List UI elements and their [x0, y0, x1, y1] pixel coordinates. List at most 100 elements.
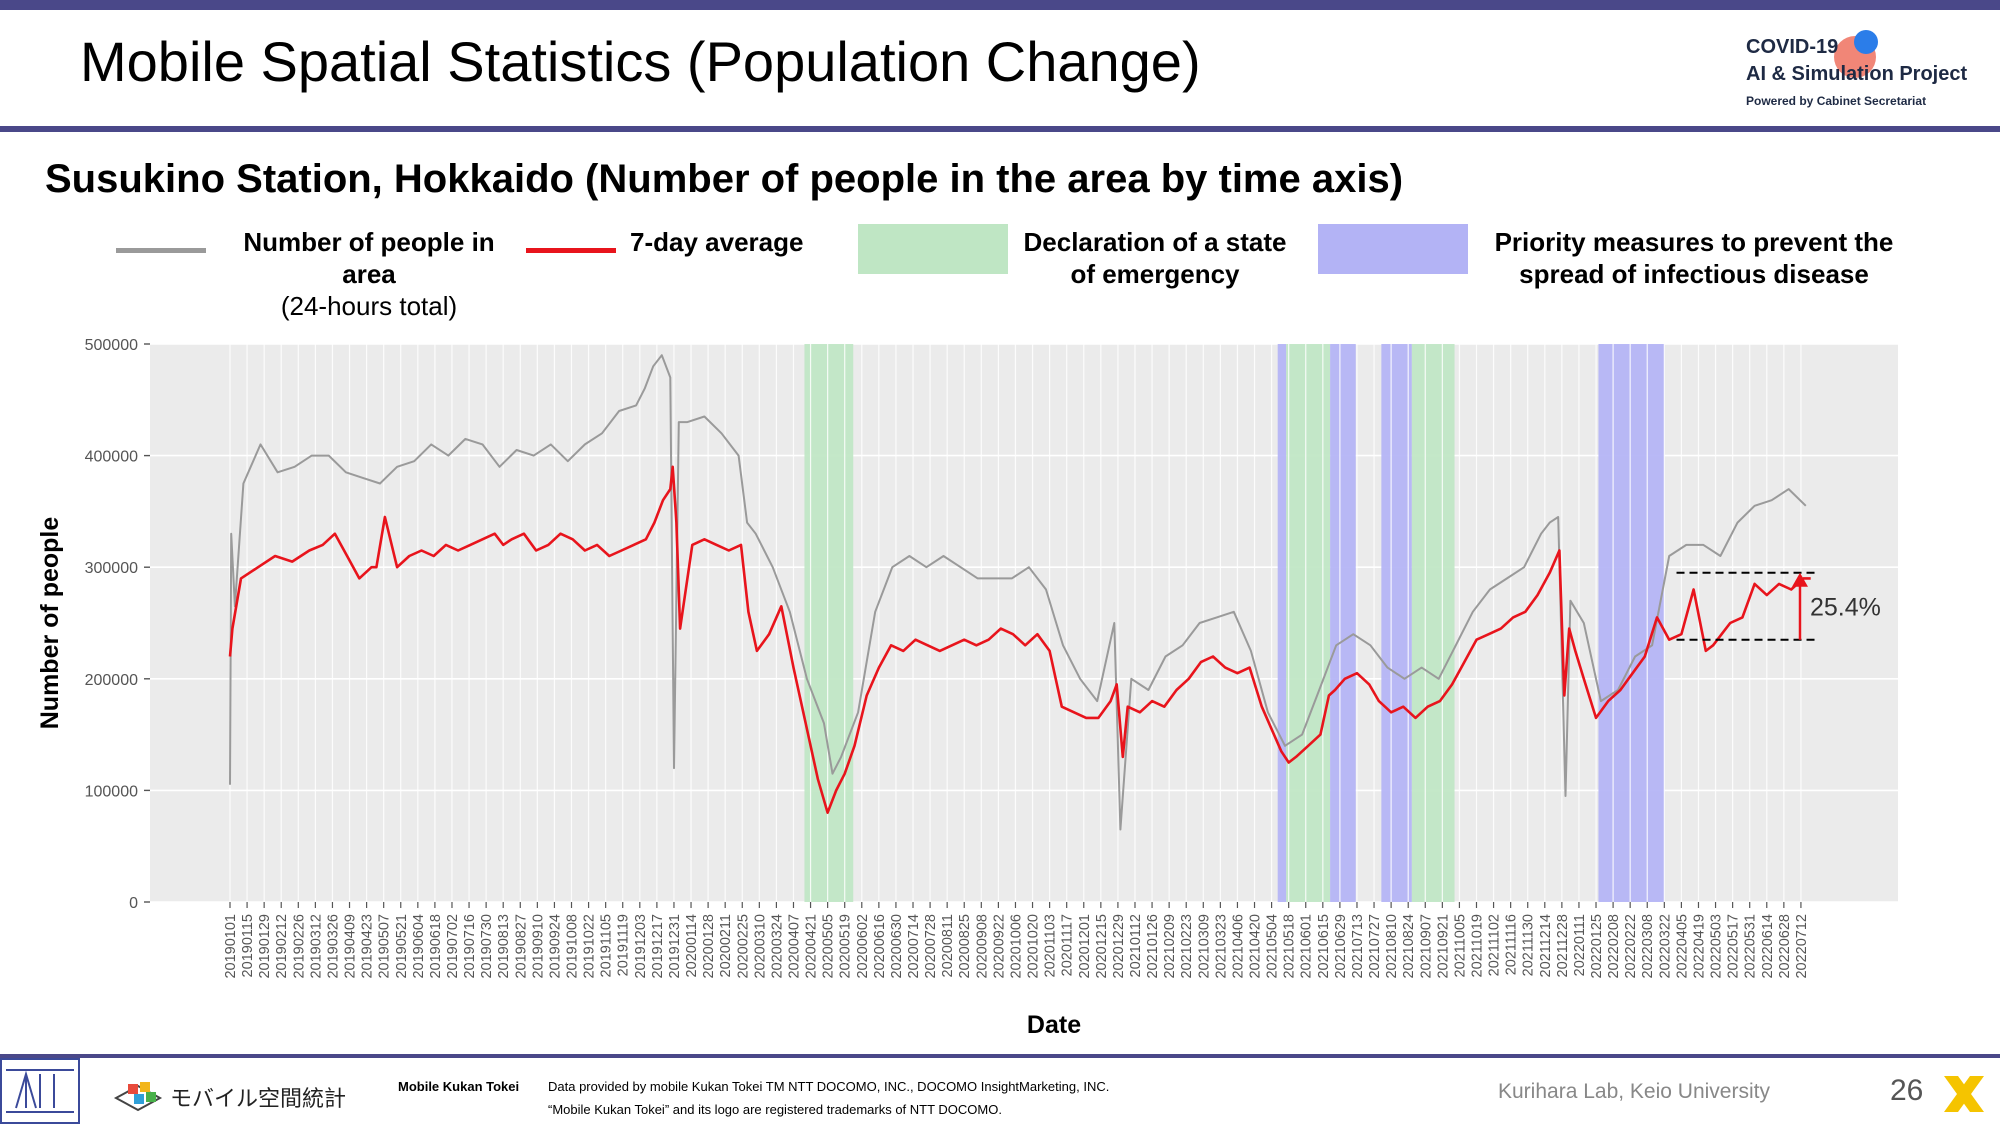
- x-tick-label: 20200908: [974, 914, 990, 979]
- x-tick-label: 20191217: [650, 914, 666, 979]
- x-tick-label: 20191203: [633, 914, 649, 979]
- x-mark-icon: [1944, 1076, 1984, 1112]
- x-tick-label: 20201215: [1094, 914, 1110, 979]
- mkt-logo-icon: モバイル空間統計: [113, 1082, 346, 1112]
- y-tick-label: 400000: [85, 449, 138, 466]
- x-tick-label: 20190312: [308, 914, 324, 979]
- y-tick-label: 500000: [85, 337, 138, 354]
- x-tick-label: 20200714: [906, 914, 922, 979]
- x-axis-label: Date: [1027, 1011, 1081, 1039]
- x-tick-label: 20200421: [804, 914, 820, 979]
- x-tick-label: 20210601: [1299, 914, 1315, 979]
- logo-blue-dot: [1854, 30, 1878, 54]
- x-tick-label: 20200811: [940, 914, 956, 977]
- x-tick-label: 20211228: [1555, 914, 1571, 977]
- annotation-arrow-head: [1792, 572, 1808, 587]
- x-tick-label: 20211005: [1452, 914, 1468, 977]
- x-tick-label: 20201103: [1043, 914, 1059, 977]
- x-tick-label: 20190813: [496, 914, 512, 979]
- x-tick-label: 20191008: [565, 914, 581, 979]
- y-tick-label: 0: [129, 895, 138, 912]
- logo-line-1: COVID-19: [1746, 36, 1839, 58]
- x-tick-label: 20201006: [1008, 914, 1024, 979]
- footer-credit-line-1: Data provided by mobile Kukan Tokei TM N…: [548, 1079, 1110, 1094]
- legend-priority-label: Priority measures to prevent the spread …: [1474, 226, 1914, 290]
- x-tick-label: 20200922: [991, 914, 1007, 979]
- x-tick-label: 20220628: [1777, 914, 1793, 979]
- x-tick-label: 20191119: [616, 914, 632, 976]
- lab-logo-icon: [6, 1069, 74, 1113]
- x-tick-label: 20200225: [735, 914, 751, 979]
- legend-emergency-label: Declaration of a state of emergency: [1010, 226, 1300, 290]
- y-tick-label: 300000: [85, 560, 138, 577]
- x-tick-label: 20201229: [1111, 914, 1127, 979]
- priority-period-band: [1277, 344, 1287, 902]
- x-tick-label: 20220531: [1743, 914, 1759, 979]
- x-tick-label: 20220208: [1606, 914, 1622, 979]
- x-tick-label: 20190716: [462, 914, 478, 979]
- x-tick-label: 20210309: [1196, 914, 1212, 979]
- x-tick-label: 20220111: [1572, 914, 1588, 976]
- x-tick-label: 20200114: [684, 914, 700, 977]
- x-tick-label: 20190129: [257, 914, 273, 979]
- x-tick-label: 20200211: [718, 914, 734, 977]
- x-tick-label: 20210209: [1162, 914, 1178, 979]
- lab-name: Kurihara Lab, Keio University: [1498, 1080, 1770, 1103]
- x-tick-label: 20200407: [786, 914, 802, 979]
- x-tick-label: 20200728: [923, 914, 939, 979]
- x-tick-label: 20210323: [1213, 914, 1229, 979]
- raw-population-line: [229, 354, 1807, 831]
- x-tick-label: 20210727: [1367, 914, 1383, 979]
- x-tick-label: 20211019: [1469, 914, 1485, 977]
- x-tick-label: 20190604: [411, 914, 427, 979]
- x-tick-label: 20210504: [1265, 914, 1281, 979]
- x-tick-label: 20210223: [1179, 914, 1195, 979]
- x-tick-label: 20190521: [394, 914, 410, 979]
- x-tick-label: 20190423: [360, 914, 376, 979]
- x-tick-label: 20190827: [513, 914, 529, 979]
- x-tick-label: 20210406: [1230, 914, 1246, 979]
- x-tick-label: 20200825: [957, 914, 973, 979]
- x-tick-label: 20190326: [325, 914, 341, 979]
- legend-emergency-line1: Declaration of a state: [1023, 227, 1287, 257]
- emergency-period-band: [1286, 344, 1331, 902]
- x-tick-label: 20190101: [223, 914, 239, 979]
- x-tick-label: 20190115: [240, 914, 256, 977]
- x-tick-label: 20200630: [889, 914, 905, 979]
- x-tick-label: 20210629: [1333, 914, 1349, 979]
- title-divider: [0, 126, 2000, 132]
- x-tick-label: 20190730: [479, 914, 495, 979]
- x-tick-label: 20220712: [1794, 914, 1810, 979]
- legend-raw-label: Number of people in area (24-hours total…: [214, 226, 524, 322]
- x-tick-label: 20200128: [701, 914, 717, 979]
- x-tick-label: 20210921: [1435, 914, 1451, 979]
- mobile-kukan-tokei-logo: モバイル空間統計: [112, 1076, 372, 1116]
- legend-priority-line1: Priority measures to prevent the: [1494, 227, 1894, 257]
- legend-priority-swatch: [1318, 224, 1468, 274]
- x-tick-label: 20210126: [1145, 914, 1161, 979]
- x-tick-label: 20210824: [1401, 914, 1417, 979]
- priority-period-band: [1330, 344, 1356, 902]
- annotation-label: 25.4%: [1810, 593, 1881, 621]
- x-tick-label: 20190924: [547, 914, 563, 979]
- x-tick-label: 20211116: [1504, 914, 1520, 975]
- page-number: 26: [1890, 1074, 1924, 1107]
- y-tick-label: 200000: [85, 672, 138, 689]
- footer-divider: [0, 1054, 2000, 1058]
- x-tick-label: 20190409: [343, 914, 359, 979]
- x-tick-label: 20220125: [1589, 914, 1605, 979]
- mkt-brand-text: モバイル空間統計: [170, 1087, 346, 1112]
- legend-avg-title: 7-day average: [630, 227, 804, 257]
- x-tick-label: 20200616: [872, 914, 888, 979]
- x-tick-label: 20210518: [1282, 914, 1298, 979]
- logo-line-2: AI & Simulation Project: [1746, 63, 1968, 85]
- legend-emergency-line2: of emergency: [1070, 259, 1240, 289]
- x-tick-label: 20190226: [291, 914, 307, 979]
- logo-line-3: Powered by Cabinet Secretariat: [1746, 94, 1927, 108]
- x-tick-label: 20201201: [1077, 914, 1093, 979]
- x-tick-label: 20220405: [1674, 914, 1690, 979]
- x-tick-label: 20201117: [1060, 914, 1076, 976]
- x-tick-label: 20220322: [1657, 914, 1673, 979]
- emergency-period-band: [804, 344, 854, 902]
- legend-raw-subtitle: (24-hours total): [280, 291, 458, 321]
